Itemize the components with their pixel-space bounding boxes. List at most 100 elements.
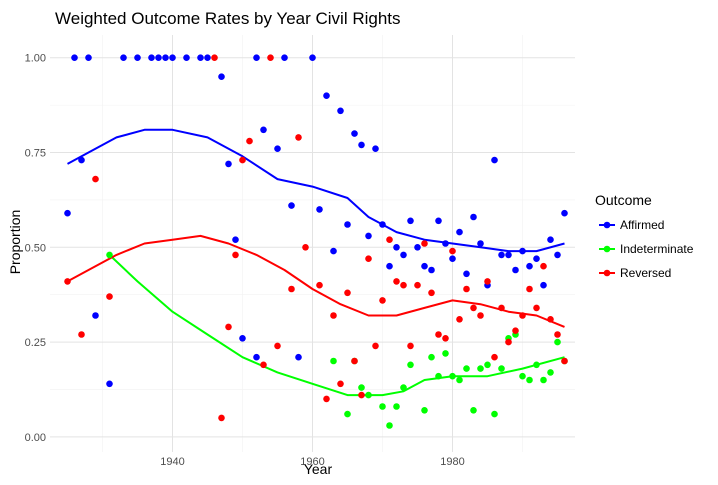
point-reversed bbox=[246, 137, 253, 145]
point-indeterminate bbox=[421, 407, 428, 414]
point-reversed bbox=[456, 316, 463, 323]
point-reversed bbox=[477, 312, 484, 319]
point-affirmed bbox=[134, 54, 141, 61]
y-tick-label: 1.00 bbox=[25, 53, 46, 65]
x-tick-label: 1980 bbox=[440, 456, 464, 468]
point-indeterminate bbox=[393, 403, 400, 410]
point-affirmed bbox=[330, 247, 337, 255]
smooth-line-indeterminate bbox=[108, 254, 565, 397]
point-reversed bbox=[225, 323, 232, 331]
point-reversed bbox=[428, 289, 435, 297]
point-affirmed bbox=[155, 54, 162, 61]
point-affirmed bbox=[274, 145, 281, 152]
point-reversed bbox=[414, 281, 421, 289]
x-tick-label: 1940 bbox=[160, 456, 184, 468]
point-reversed bbox=[393, 278, 400, 285]
point-indeterminate bbox=[386, 422, 393, 429]
point-affirmed bbox=[260, 126, 267, 134]
point-reversed bbox=[470, 304, 477, 312]
x-tick-label: 1960 bbox=[300, 456, 324, 468]
point-reversed bbox=[274, 342, 281, 350]
point-affirmed bbox=[64, 209, 71, 217]
point-affirmed bbox=[232, 236, 239, 243]
legend-label: Reversed bbox=[620, 266, 671, 280]
point-affirmed bbox=[218, 73, 225, 80]
y-tick-label: 0.25 bbox=[25, 337, 46, 349]
point-affirmed bbox=[554, 251, 561, 259]
point-affirmed bbox=[92, 312, 99, 319]
point-affirmed bbox=[316, 206, 323, 213]
point-affirmed bbox=[519, 247, 526, 255]
point-affirmed bbox=[253, 353, 260, 361]
point-affirmed bbox=[512, 266, 519, 274]
point-indeterminate bbox=[484, 361, 491, 369]
point-reversed bbox=[379, 297, 386, 304]
point-affirmed bbox=[344, 221, 351, 228]
point-affirmed bbox=[162, 54, 169, 61]
point-affirmed bbox=[393, 244, 400, 251]
point-indeterminate bbox=[477, 365, 484, 372]
y-tick-label: 0.50 bbox=[25, 242, 46, 254]
point-reversed bbox=[421, 240, 428, 247]
point-reversed bbox=[351, 357, 358, 365]
point-affirmed bbox=[183, 54, 190, 61]
point-reversed bbox=[491, 353, 498, 361]
smooth-line-affirmed bbox=[67, 128, 565, 253]
point-reversed bbox=[512, 327, 519, 335]
point-reversed bbox=[484, 278, 491, 285]
point-affirmed bbox=[463, 270, 470, 278]
point-affirmed bbox=[498, 251, 505, 259]
point-reversed bbox=[463, 285, 470, 293]
point-affirmed bbox=[281, 54, 288, 61]
point-reversed bbox=[519, 312, 526, 319]
point-affirmed bbox=[358, 141, 365, 149]
point-reversed bbox=[372, 342, 379, 350]
point-affirmed bbox=[414, 244, 421, 251]
point-affirmed bbox=[309, 54, 316, 61]
point-indeterminate bbox=[498, 365, 505, 372]
point-indeterminate bbox=[449, 372, 456, 380]
point-affirmed bbox=[449, 255, 456, 262]
point-reversed bbox=[449, 247, 456, 255]
point-reversed bbox=[540, 262, 547, 270]
point-reversed bbox=[211, 54, 218, 61]
point-reversed bbox=[106, 293, 113, 300]
point-indeterminate bbox=[470, 407, 477, 414]
point-reversed bbox=[78, 331, 85, 338]
point-affirmed bbox=[372, 145, 379, 152]
point-reversed bbox=[561, 357, 568, 365]
point-affirmed bbox=[106, 380, 113, 388]
point-affirmed bbox=[351, 130, 358, 137]
legend-key-point bbox=[603, 221, 611, 229]
point-reversed bbox=[92, 175, 99, 183]
point-reversed bbox=[505, 338, 512, 346]
legend-key-point bbox=[603, 245, 611, 253]
point-indeterminate bbox=[379, 403, 386, 410]
legend-item-affirmed: Affirmed bbox=[599, 218, 664, 232]
x-axis-tick-labels: 1940 1960 1980 bbox=[160, 456, 464, 468]
point-affirmed bbox=[288, 202, 295, 209]
point-affirmed bbox=[407, 217, 414, 225]
y-tick-label: 0.00 bbox=[25, 432, 46, 444]
point-reversed bbox=[267, 54, 274, 61]
y-axis-title: Proportion bbox=[7, 210, 23, 275]
x-axis-title: Year bbox=[304, 461, 333, 477]
point-reversed bbox=[232, 251, 239, 259]
point-affirmed bbox=[533, 255, 540, 262]
point-affirmed bbox=[78, 156, 85, 164]
point-indeterminate bbox=[554, 338, 561, 346]
legend-item-indeterminate: Indeterminate bbox=[599, 242, 694, 256]
point-reversed bbox=[400, 281, 407, 289]
point-reversed bbox=[288, 285, 295, 293]
point-reversed bbox=[554, 331, 561, 338]
point-reversed bbox=[239, 156, 246, 164]
point-reversed bbox=[218, 414, 225, 422]
chart-title: Weighted Outcome Rates by Year Civil Rig… bbox=[55, 9, 401, 28]
point-affirmed bbox=[526, 262, 533, 270]
smooth-lines bbox=[67, 128, 565, 397]
point-reversed bbox=[323, 395, 330, 403]
point-affirmed bbox=[337, 107, 344, 115]
legend-item-reversed: Reversed bbox=[599, 266, 671, 280]
point-reversed bbox=[442, 335, 449, 342]
